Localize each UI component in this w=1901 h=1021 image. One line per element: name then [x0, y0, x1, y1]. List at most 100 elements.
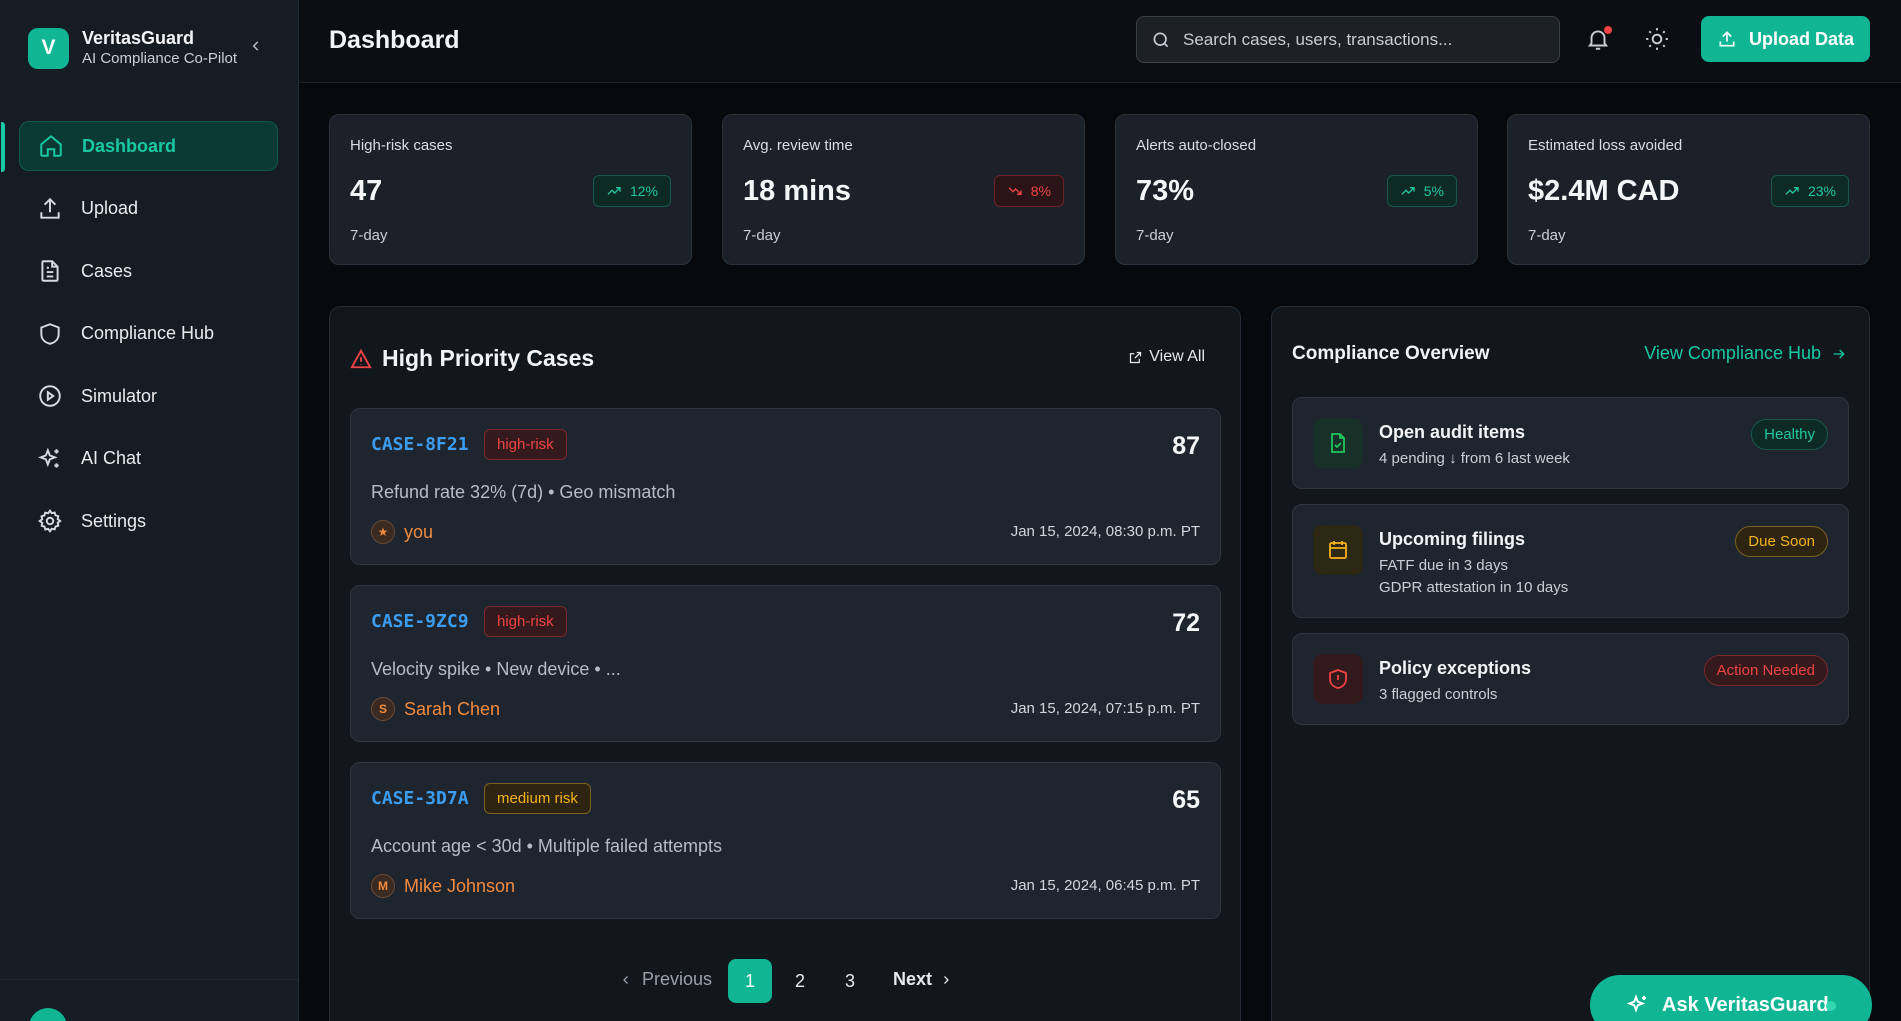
sidebar-item-settings[interactable]: Settings — [19, 496, 278, 546]
external-link-icon — [1130, 351, 1142, 363]
assignee-avatar: M — [371, 874, 395, 898]
stat-period: 7-day — [1136, 227, 1174, 244]
compliance-item-detail: 3 flagged controls — [1379, 686, 1498, 703]
next-label: Next — [893, 969, 933, 989]
trend-up-icon — [607, 187, 621, 195]
link-label: View Compliance Hub — [1644, 343, 1821, 363]
calendar-icon — [1313, 525, 1363, 575]
chevron-right-icon — [944, 975, 949, 984]
stat-change-value: 12% — [629, 183, 658, 199]
case-timestamp: Jan 15, 2024, 06:45 p.m. PT — [1010, 877, 1200, 894]
upload-icon — [36, 195, 64, 223]
risk-score: 87 — [1172, 432, 1200, 460]
brand-logo: V — [28, 27, 69, 69]
case-description: Account age < 30d • Multiple failed atte… — [371, 836, 723, 856]
search-bar[interactable] — [1136, 16, 1560, 63]
stat-change-badge: 5% — [1386, 175, 1457, 207]
status-badge: Healthy — [1751, 419, 1828, 450]
view-all-label: View All — [1149, 348, 1205, 365]
page-1-button[interactable]: 1 — [728, 959, 772, 1003]
compliance-item-upcoming-filings[interactable]: Upcoming filings FATF due in 3 days GDPR… — [1292, 504, 1849, 618]
stat-change-value: 5% — [1423, 183, 1444, 199]
collapse-sidebar-button[interactable] — [246, 36, 266, 56]
page-3-button[interactable]: 3 — [844, 970, 855, 991]
case-card[interactable]: CASE-9ZC9 high-risk 72 Velocity spike • … — [350, 585, 1221, 742]
compliance-item-title: Upcoming filings — [1379, 529, 1525, 549]
active-indicator — [1, 122, 5, 172]
sparkles-icon — [36, 445, 64, 473]
home-icon — [37, 132, 65, 160]
risk-score: 72 — [1172, 609, 1200, 637]
page-title: Dashboard — [329, 26, 460, 54]
case-card[interactable]: CASE-8F21 high-risk 87 Refund rate 32% (… — [350, 408, 1221, 565]
view-all-link[interactable]: View All — [1128, 348, 1205, 366]
case-card[interactable]: CASE-3D7A medium risk 65 Account age < 3… — [350, 762, 1221, 919]
assignee-name: you — [404, 521, 434, 542]
arrow-right-icon — [1833, 349, 1845, 358]
previous-page-button[interactable]: Previous — [620, 969, 712, 990]
compliance-item-policy-exceptions[interactable]: Policy exceptions 3 flagged controls Act… — [1292, 633, 1849, 725]
stat-label: Estimated loss avoided — [1528, 137, 1683, 154]
sidebar-item-upload[interactable]: Upload — [19, 184, 278, 234]
sidebar-item-ai-chat[interactable]: AI Chat — [19, 434, 278, 484]
case-timestamp: Jan 15, 2024, 07:15 p.m. PT — [1010, 700, 1200, 717]
chevron-left-icon — [623, 975, 628, 984]
assignee-name: Sarah Chen — [404, 698, 501, 719]
status-badge: Due Soon — [1735, 526, 1828, 557]
upload-data-button[interactable]: Upload Data — [1701, 16, 1870, 62]
sidebar-nav: Dashboard Upload Cases Compliance Hub Si… — [1, 121, 278, 559]
sidebar-item-label: Simulator — [81, 385, 158, 406]
sidebar-item-simulator[interactable]: Simulator — [19, 371, 278, 421]
case-id-link[interactable]: CASE-8F21 — [371, 434, 469, 455]
brand[interactable]: V VeritasGuard AI Compliance Co-Pilot — [28, 27, 237, 69]
file-check-icon — [1313, 418, 1363, 468]
trend-up-icon — [1401, 187, 1415, 195]
ask-veritasguard-button[interactable]: Ask VeritasGuard — [1590, 975, 1872, 1021]
page-2-button[interactable]: 2 — [794, 970, 805, 991]
online-indicator — [1826, 1001, 1836, 1011]
assignee-name: Mike Johnson — [404, 875, 516, 896]
trend-down-icon — [1008, 187, 1022, 195]
alert-triangle-icon — [350, 348, 372, 368]
next-page-button[interactable]: Next — [893, 969, 952, 990]
compliance-overview-panel: Compliance Overview View Compliance Hub … — [1271, 306, 1870, 1021]
case-id-link[interactable]: CASE-9ZC9 — [371, 611, 469, 632]
sidebar-item-compliance-hub[interactable]: Compliance Hub — [19, 309, 278, 359]
compliance-item-title: Policy exceptions — [1379, 658, 1532, 678]
user-avatar[interactable] — [29, 1008, 67, 1021]
stat-card-estimated-loss-avoided: Estimated loss avoided $2.4M CAD 7-day 2… — [1507, 114, 1870, 265]
stat-value: 18 mins — [743, 175, 851, 207]
case-id-link[interactable]: CASE-3D7A — [371, 788, 469, 809]
sidebar-item-cases[interactable]: Cases — [19, 246, 278, 296]
compliance-item-open-audit[interactable]: Open audit items 4 pending ↓ from 6 last… — [1292, 397, 1849, 489]
stat-period: 7-day — [350, 227, 388, 244]
stat-label: High-risk cases — [350, 137, 453, 154]
theme-toggle-button[interactable] — [1644, 26, 1672, 54]
case-assignee: ★ you — [371, 520, 433, 544]
sidebar-item-dashboard[interactable]: Dashboard — [1, 121, 278, 172]
play-circle-icon — [36, 382, 64, 410]
case-timestamp: Jan 15, 2024, 08:30 p.m. PT — [1010, 523, 1200, 540]
panel-title: High Priority Cases — [350, 345, 594, 372]
compliance-item-detail: GDPR attestation in 10 days — [1379, 579, 1569, 596]
shield-alert-icon — [1313, 654, 1363, 704]
sidebar-item-label: Dashboard — [82, 135, 177, 156]
trend-up-icon — [1785, 187, 1799, 195]
notification-dot — [1604, 26, 1612, 34]
bell-icon — [1587, 30, 1609, 50]
view-compliance-hub-link[interactable]: View Compliance Hub — [1644, 343, 1847, 364]
stat-value: $2.4M CAD — [1528, 175, 1680, 207]
stat-period: 7-day — [1528, 227, 1566, 244]
panel-title-text: High Priority Cases — [382, 345, 595, 371]
risk-score: 65 — [1172, 786, 1200, 814]
star-icon: ★ — [371, 520, 395, 544]
search-input[interactable] — [1183, 29, 1543, 50]
document-icon — [36, 257, 64, 285]
panel-title: Compliance Overview — [1292, 343, 1490, 364]
high-priority-cases-panel: High Priority Cases View All CASE-8F21 h… — [329, 306, 1241, 1021]
case-description: Velocity spike • New device • ... — [371, 659, 621, 679]
sidebar-footer — [0, 979, 299, 1021]
stat-change-badge: 8% — [993, 175, 1064, 207]
notifications-button[interactable] — [1585, 26, 1613, 54]
compliance-item-title: Open audit items — [1379, 422, 1526, 442]
